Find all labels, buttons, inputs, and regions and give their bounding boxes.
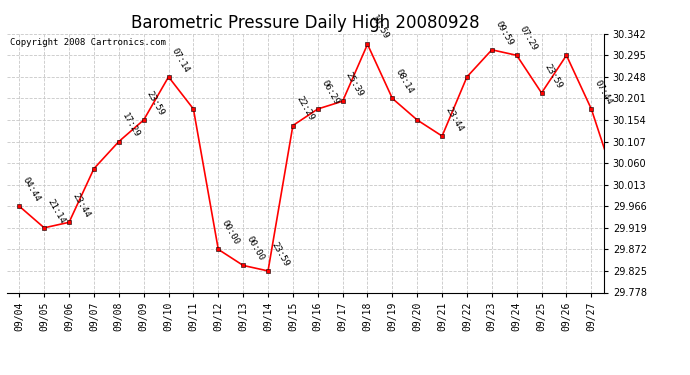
Text: 10:59: 10:59 xyxy=(369,14,390,42)
Text: 00:00: 00:00 xyxy=(244,235,266,262)
Text: 09:59: 09:59 xyxy=(493,19,515,47)
Text: 23:59: 23:59 xyxy=(269,240,290,268)
Text: 07:44: 07:44 xyxy=(593,78,614,106)
Text: 07:29: 07:29 xyxy=(518,25,540,52)
Text: 07:14: 07:14 xyxy=(0,374,1,375)
Text: 23:59: 23:59 xyxy=(145,90,166,117)
Text: 06:29: 06:29 xyxy=(319,78,340,106)
Text: 23:44: 23:44 xyxy=(70,192,92,219)
Text: 23:44: 23:44 xyxy=(444,105,465,133)
Text: 21:14: 21:14 xyxy=(46,197,67,225)
Text: Copyright 2008 Cartronics.com: Copyright 2008 Cartronics.com xyxy=(10,38,166,46)
Text: 04:44: 04:44 xyxy=(21,176,42,204)
Text: 00:00: 00:00 xyxy=(219,219,241,247)
Text: 25:39: 25:39 xyxy=(344,70,365,98)
Text: 17:29: 17:29 xyxy=(120,111,141,139)
Text: 07:14: 07:14 xyxy=(170,46,191,74)
Text: 23:59: 23:59 xyxy=(543,62,564,90)
Text: 08:14: 08:14 xyxy=(394,68,415,96)
Text: 22:29: 22:29 xyxy=(294,95,315,123)
Title: Barometric Pressure Daily High 20080928: Barometric Pressure Daily High 20080928 xyxy=(131,14,480,32)
